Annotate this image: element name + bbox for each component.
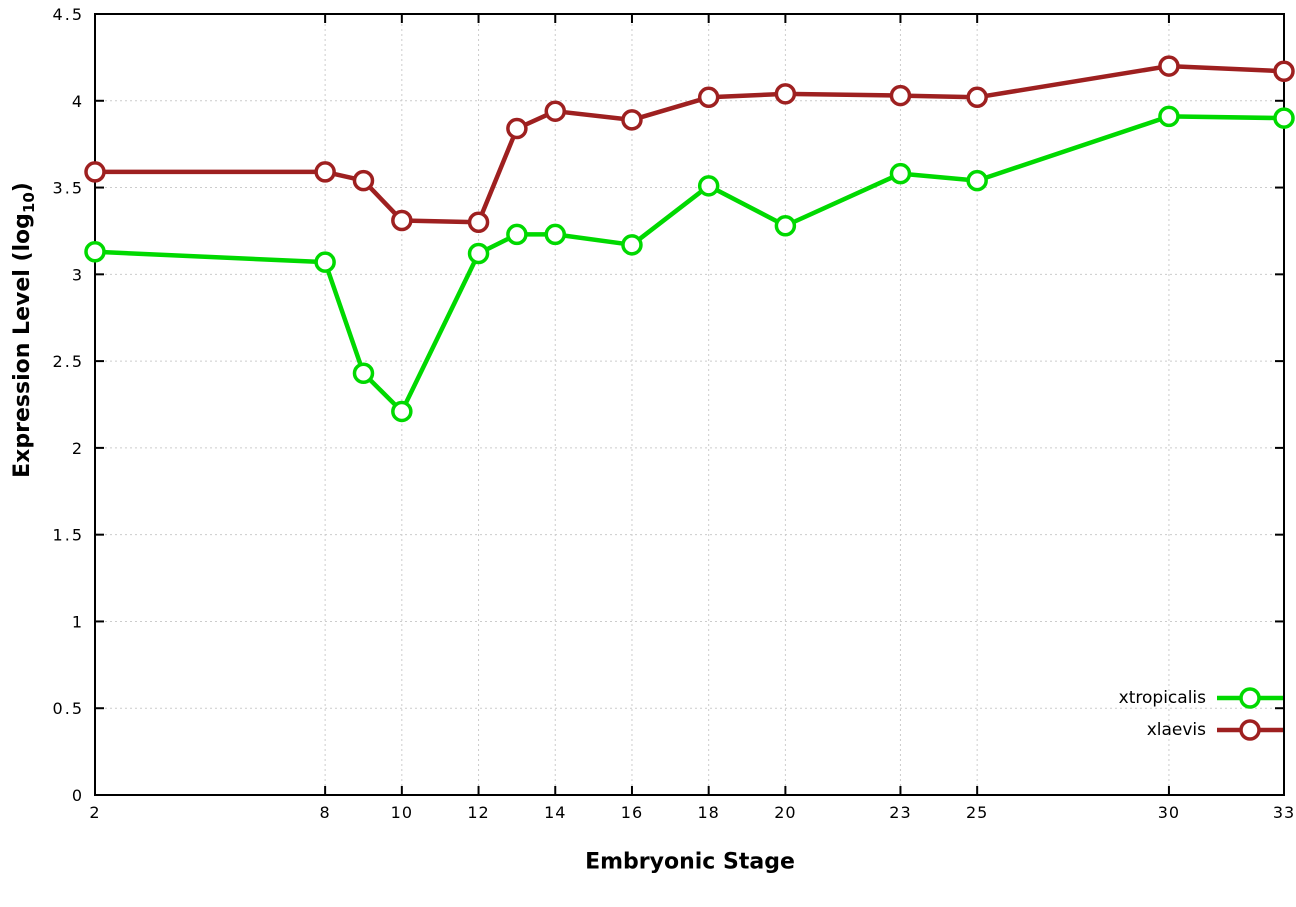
x-tick-label: 25: [966, 803, 988, 822]
x-tick-label: 18: [697, 803, 719, 822]
x-tick-label: 14: [544, 803, 566, 822]
data-point-xtropicalis: [544, 223, 567, 246]
legend: xtropicalis xlaevis: [1119, 684, 1286, 744]
data-point-xlaevis: [506, 117, 528, 140]
y-axis-title: Expression Level (log10): [10, 182, 38, 478]
plot-border: [94, 13, 1285, 796]
data-point-xlaevis: [621, 109, 643, 131]
y-axis-title-text: Expression Level (log: [9, 213, 35, 478]
data-point-xtropicalis: [84, 241, 106, 263]
y-tick-label: 4: [72, 92, 84, 111]
x-tick-label: 16: [621, 803, 643, 822]
y-axis-title-close: ): [9, 182, 35, 193]
data-point-xlaevis: [774, 83, 797, 105]
y-tick-label: 2.5: [53, 352, 84, 371]
data-point-xlaevis: [966, 86, 988, 109]
x-tick-label: 30: [1158, 803, 1180, 822]
x-tick-label: 2: [89, 803, 100, 822]
data-point-xtropicalis: [697, 175, 720, 197]
data-point-xtropicalis: [391, 400, 413, 423]
x-tick-label: 33: [1273, 803, 1295, 822]
data-point-xtropicalis: [506, 223, 528, 246]
data-point-xlaevis: [1273, 60, 1295, 83]
data-point-xtropicalis: [621, 234, 643, 256]
y-tick-label: 4.5: [53, 5, 84, 24]
data-point-xtropicalis: [889, 162, 912, 185]
x-axis-title: Embryonic Stage: [585, 849, 795, 875]
y-tick-label: 0: [72, 786, 84, 805]
x-tick-label: 8: [320, 803, 331, 822]
x-tick-label: 12: [467, 803, 489, 822]
x-tick-label: 20: [774, 803, 796, 822]
data-point-xlaevis: [84, 161, 106, 183]
legend-item-xlaevis: xlaevis: [1147, 716, 1286, 744]
legend-item-xtropicalis: xtropicalis: [1119, 684, 1286, 712]
series-line-xtropicalis: [92, 114, 1287, 414]
data-point-xtropicalis: [352, 362, 375, 385]
data-point-xlaevis: [352, 169, 375, 192]
y-tick-label: 1.5: [53, 526, 84, 545]
data-point-xlaevis: [314, 161, 336, 183]
y-axis-title-subscript: 10: [20, 192, 39, 214]
y-tick-label: 3: [72, 265, 84, 284]
y-tick-label: 3.5: [53, 179, 84, 198]
y-tick-label: 2: [72, 439, 84, 458]
data-point-xtropicalis: [774, 214, 797, 237]
legend-label: xtropicalis: [1118, 688, 1206, 708]
x-tick-label: 23: [889, 803, 911, 822]
data-point-xlaevis: [467, 211, 490, 234]
data-point-xtropicalis: [467, 242, 490, 265]
data-point-xlaevis: [544, 100, 567, 122]
legend-marker-icon: [1217, 719, 1283, 741]
y-tick-label: 0.5: [53, 699, 84, 718]
data-point-xtropicalis: [1273, 107, 1295, 129]
legend-marker-icon: [1217, 687, 1283, 709]
data-point-xtropicalis: [1158, 105, 1180, 128]
legend-label: xlaevis: [1146, 720, 1206, 740]
y-tick-label: 1: [72, 612, 84, 631]
data-point-xlaevis: [1158, 55, 1180, 77]
data-point-xtropicalis: [314, 251, 336, 273]
data-point-xlaevis: [697, 86, 720, 109]
data-point-xlaevis: [391, 209, 413, 232]
x-tick-label: 10: [391, 803, 413, 822]
data-point-xlaevis: [889, 84, 912, 107]
data-point-xtropicalis: [966, 169, 988, 192]
